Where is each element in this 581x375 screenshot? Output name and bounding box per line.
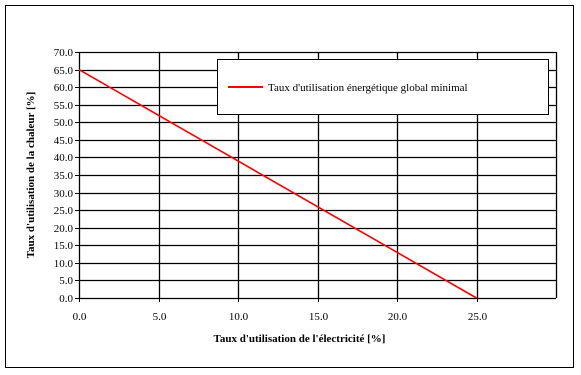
y-tick-label-13: 65.0: [54, 65, 74, 77]
y-tick-label-12: 60.0: [54, 82, 74, 94]
x-tick-label-4: 20.0: [388, 311, 408, 323]
y-tick-label-0: 0.0: [59, 293, 73, 305]
y-tick-label-1: 5.0: [59, 275, 73, 287]
y-tick-label-4: 20.0: [54, 223, 74, 235]
x-tick-label-3: 15.0: [309, 311, 329, 323]
y-tick-label-5: 25.0: [54, 205, 74, 217]
x-tick-label-1: 5.0: [153, 311, 167, 323]
y-tick-label-7: 35.0: [54, 170, 74, 182]
x-tick-label-5: 25.0: [468, 311, 488, 323]
legend-label: Taux d'utilisation énergétique global mi…: [268, 82, 468, 94]
y-tick-label-8: 40.0: [54, 152, 74, 164]
x-axis-title: Taux d'utilisation de l'électricité [%]: [214, 333, 386, 345]
y-tick-label-2: 10.0: [54, 258, 74, 270]
y-tick-label-10: 50.0: [54, 117, 74, 129]
y-axis-title: Taux d'utilisation de la chaleur [%]: [25, 92, 37, 259]
legend: Taux d'utilisation énergétique global mi…: [217, 59, 549, 115]
y-tick-label-3: 15.0: [54, 240, 74, 252]
x-tick-label-2: 10.0: [229, 311, 249, 323]
y-tick-label-11: 55.0: [54, 100, 74, 112]
series-layer: [78, 68, 477, 299]
legend-box: [217, 59, 549, 115]
y-tick-label-9: 45.0: [54, 135, 74, 147]
x-axis-ticks: 0.0 5.0 10.0 15.0 20.0 25.0: [73, 298, 488, 323]
series-line-0: [78, 68, 477, 299]
y-axis-ticks: 0.0 5.0 10.0 15.0 20.0 25.0 30.0 35.0 40.0 45.0 50…: [54, 47, 79, 305]
y-tick-label-6: 30.0: [54, 188, 74, 200]
y-tick-label-14: 70.0: [54, 47, 74, 59]
x-tick-label-0: 0.0: [73, 311, 87, 323]
